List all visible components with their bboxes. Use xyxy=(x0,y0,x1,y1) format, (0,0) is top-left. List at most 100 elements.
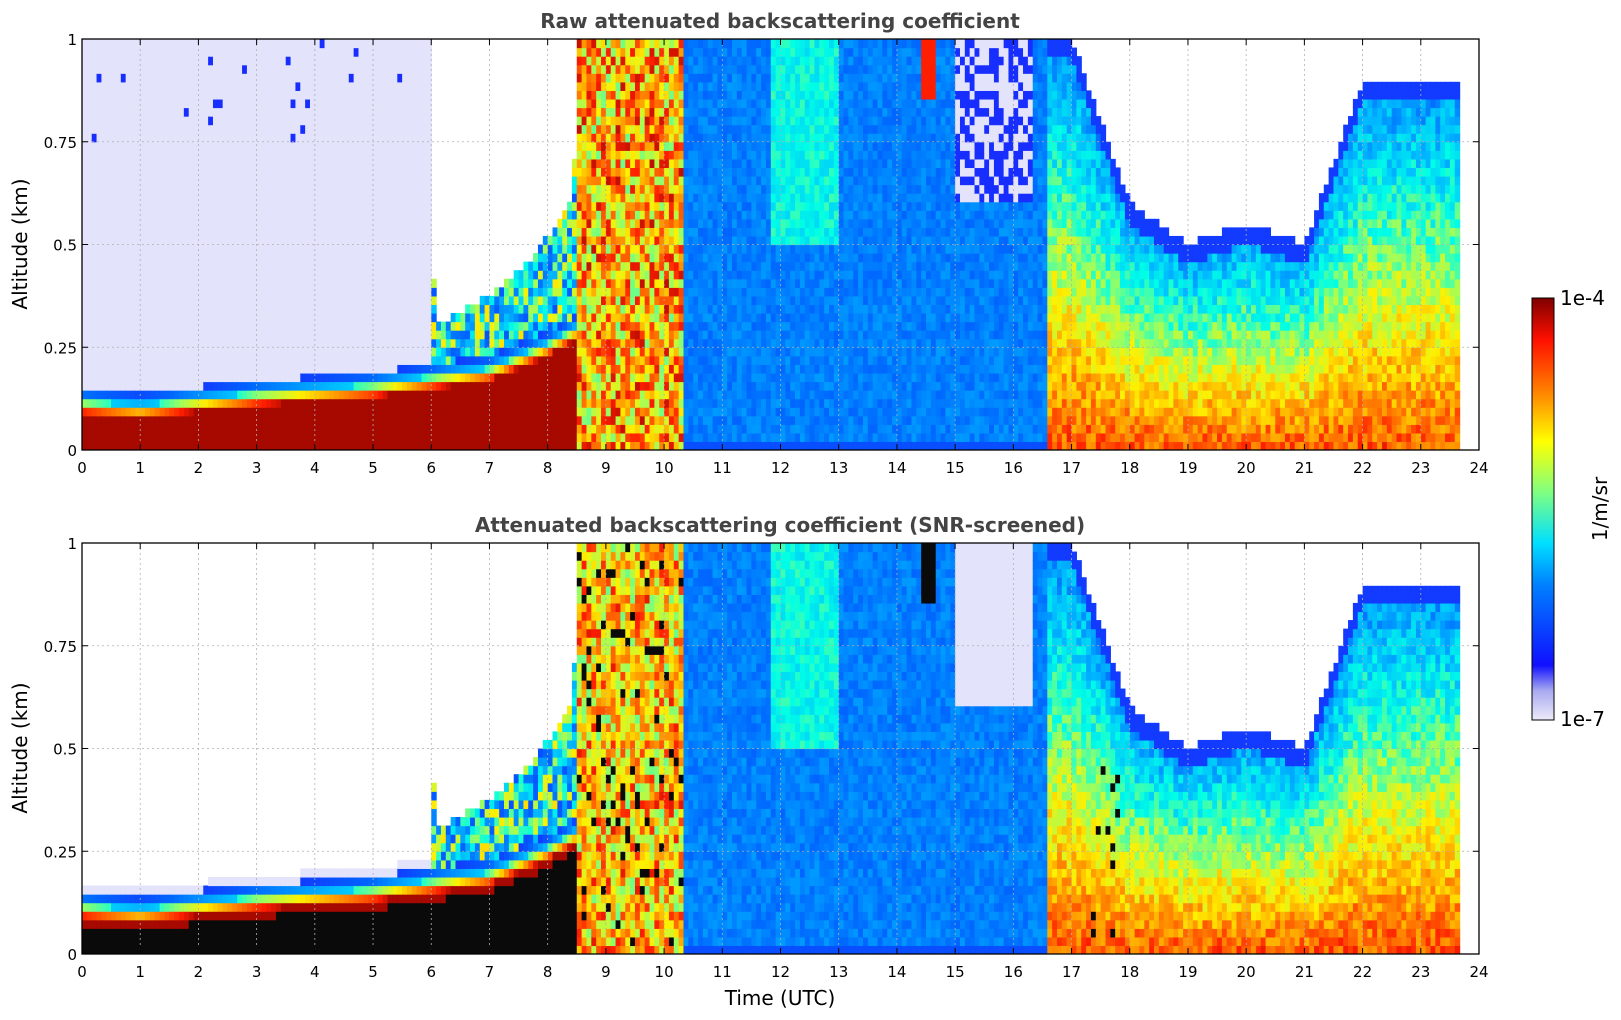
heatmap-cell xyxy=(348,432,355,443)
heatmap-cell xyxy=(649,81,655,91)
heatmap-cell xyxy=(232,81,238,91)
heatmap-cell xyxy=(639,210,646,220)
heatmap-cell xyxy=(634,107,641,117)
heatmap-cell xyxy=(552,304,558,314)
heatmap-cell xyxy=(261,133,267,143)
heatmap-cell xyxy=(620,39,626,49)
heatmap-cell xyxy=(164,424,170,434)
heatmap-cell xyxy=(567,424,573,434)
heatmap-cell xyxy=(237,390,243,400)
heatmap-cell xyxy=(654,287,660,297)
heatmap-cell xyxy=(601,39,607,49)
heatmap-cell xyxy=(183,56,190,66)
heatmap-cell xyxy=(324,167,330,177)
heatmap-cell xyxy=(179,133,185,143)
heatmap-cell xyxy=(533,347,539,357)
heatmap-cell xyxy=(368,304,374,314)
heatmap-cell xyxy=(300,253,306,263)
heatmap-cell xyxy=(135,415,141,425)
heatmap-cell xyxy=(115,253,122,263)
heatmap-cell xyxy=(227,244,233,254)
heatmap-cell xyxy=(416,304,423,314)
heatmap-cell xyxy=(183,278,190,288)
heatmap-cell xyxy=(232,295,238,306)
heatmap-cell xyxy=(271,244,277,254)
heatmap-cell xyxy=(179,364,185,374)
heatmap-cell xyxy=(339,347,345,357)
heatmap-cell xyxy=(416,176,423,186)
heatmap-cell xyxy=(82,158,88,169)
heatmap-cell xyxy=(411,364,418,374)
heatmap-cell xyxy=(203,424,209,434)
heatmap-cell xyxy=(339,141,345,151)
heatmap-cell xyxy=(479,398,486,408)
heatmap-cell xyxy=(630,278,636,288)
heatmap-cell xyxy=(305,47,311,57)
heatmap-cell xyxy=(212,330,219,340)
heatmap-cell xyxy=(547,407,554,417)
heatmap-cell xyxy=(246,270,253,280)
heatmap-cell xyxy=(348,210,355,220)
heatmap-cell xyxy=(140,81,146,91)
heatmap-cell xyxy=(212,210,219,220)
heatmap-cell xyxy=(208,441,214,450)
heatmap-cell xyxy=(246,295,253,306)
heatmap-cell xyxy=(567,253,573,263)
heatmap-cell xyxy=(208,227,214,237)
heatmap-cell xyxy=(625,330,631,340)
heatmap-cell xyxy=(586,210,592,220)
heatmap-cell xyxy=(537,381,544,391)
heatmap-cell xyxy=(280,432,287,443)
heatmap-cell xyxy=(343,424,350,434)
heatmap-cell xyxy=(411,295,418,306)
heatmap-cell xyxy=(115,124,122,134)
heatmap-cell xyxy=(605,133,612,143)
heatmap-cell xyxy=(193,398,200,408)
heatmap-cell xyxy=(586,90,592,100)
heatmap-cell xyxy=(474,313,481,323)
heatmap-cell xyxy=(242,253,248,263)
heatmap-cell xyxy=(188,116,195,126)
heatmap-cell xyxy=(450,432,457,443)
heatmap-cell xyxy=(314,193,321,203)
heatmap-cell xyxy=(639,407,646,417)
heatmap-cell xyxy=(324,201,330,211)
heatmap-cell xyxy=(339,407,345,417)
heatmap-cell xyxy=(634,73,641,83)
heatmap-cell xyxy=(309,73,316,83)
heatmap-cell xyxy=(305,218,311,228)
heatmap-cell xyxy=(620,424,626,434)
heatmap-cell xyxy=(581,304,588,314)
heatmap-cell xyxy=(654,98,660,109)
heatmap-cell xyxy=(242,81,248,91)
heatmap-cell xyxy=(285,141,292,151)
heatmap-cell xyxy=(145,338,151,348)
heatmap-cell xyxy=(237,261,243,271)
heatmap-cell xyxy=(237,98,243,109)
heatmap-cell xyxy=(523,278,529,288)
heatmap-cell xyxy=(271,227,277,237)
heatmap-cell xyxy=(654,295,660,306)
heatmap-cell xyxy=(271,73,277,83)
heatmap-cell xyxy=(547,347,554,357)
heatmap-cell xyxy=(620,227,626,237)
heatmap-cell xyxy=(125,210,132,220)
heatmap-cell xyxy=(421,81,427,91)
heatmap-cell xyxy=(203,81,209,91)
heatmap-cell xyxy=(188,415,195,425)
heatmap-cell xyxy=(494,347,500,357)
heatmap-cell xyxy=(518,432,525,443)
heatmap-cell xyxy=(261,56,267,66)
heatmap-cell xyxy=(169,158,175,169)
heatmap-cell xyxy=(169,253,175,263)
heatmap-cell xyxy=(232,218,238,228)
heatmap-cell xyxy=(242,441,248,450)
heatmap-cell xyxy=(339,390,345,400)
heatmap-cell xyxy=(91,116,98,126)
heatmap-cell xyxy=(261,278,267,288)
heatmap-cell xyxy=(130,261,136,271)
heatmap-cell xyxy=(343,47,350,57)
heatmap-cell xyxy=(581,364,588,374)
heatmap-cell xyxy=(343,330,350,340)
heatmap-cell xyxy=(188,330,195,340)
